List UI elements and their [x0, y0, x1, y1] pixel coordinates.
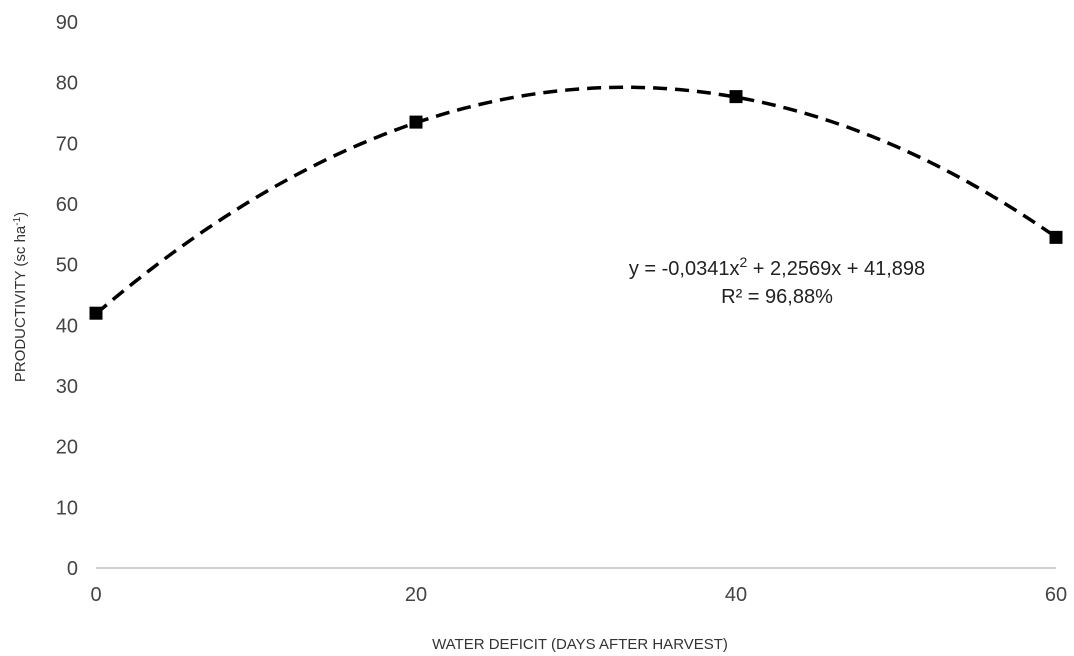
trendline-equation: y = -0,0341x2 + 2,2569x + 41,898	[629, 254, 925, 280]
data-points	[89, 90, 1063, 320]
y-tick-label: 10	[56, 497, 78, 519]
y-axis-ticks: 0 10 20 30 40 50 60 70 80 90	[56, 12, 78, 580]
y-tick-label: 0	[67, 558, 78, 580]
x-axis-ticks: 0 20 40 60	[90, 584, 1067, 606]
y-tick-label: 80	[56, 73, 78, 95]
y-tick-label: 30	[56, 376, 78, 398]
data-point	[409, 115, 423, 129]
data-point	[1049, 230, 1063, 244]
y-axis-title: PRODUCTIVITY (sc ha-1)	[12, 212, 29, 382]
trendline	[94, 85, 1057, 316]
x-tick-label: 0	[90, 584, 101, 606]
x-tick-label: 40	[725, 584, 747, 606]
y-tick-label: 70	[56, 133, 78, 155]
y-tick-label: 60	[56, 194, 78, 216]
data-point	[89, 306, 103, 320]
y-tick-label: 90	[56, 12, 78, 34]
y-tick-label: 40	[56, 315, 78, 337]
r-squared: R² = 96,88%	[721, 286, 833, 308]
x-tick-label: 20	[405, 584, 427, 606]
x-axis-title: WATER DEFICIT (DAYS AFTER HARVEST)	[432, 636, 728, 653]
y-tick-label: 50	[56, 255, 78, 277]
x-tick-label: 60	[1045, 584, 1067, 606]
y-tick-label: 20	[56, 437, 78, 459]
data-point	[729, 90, 743, 104]
